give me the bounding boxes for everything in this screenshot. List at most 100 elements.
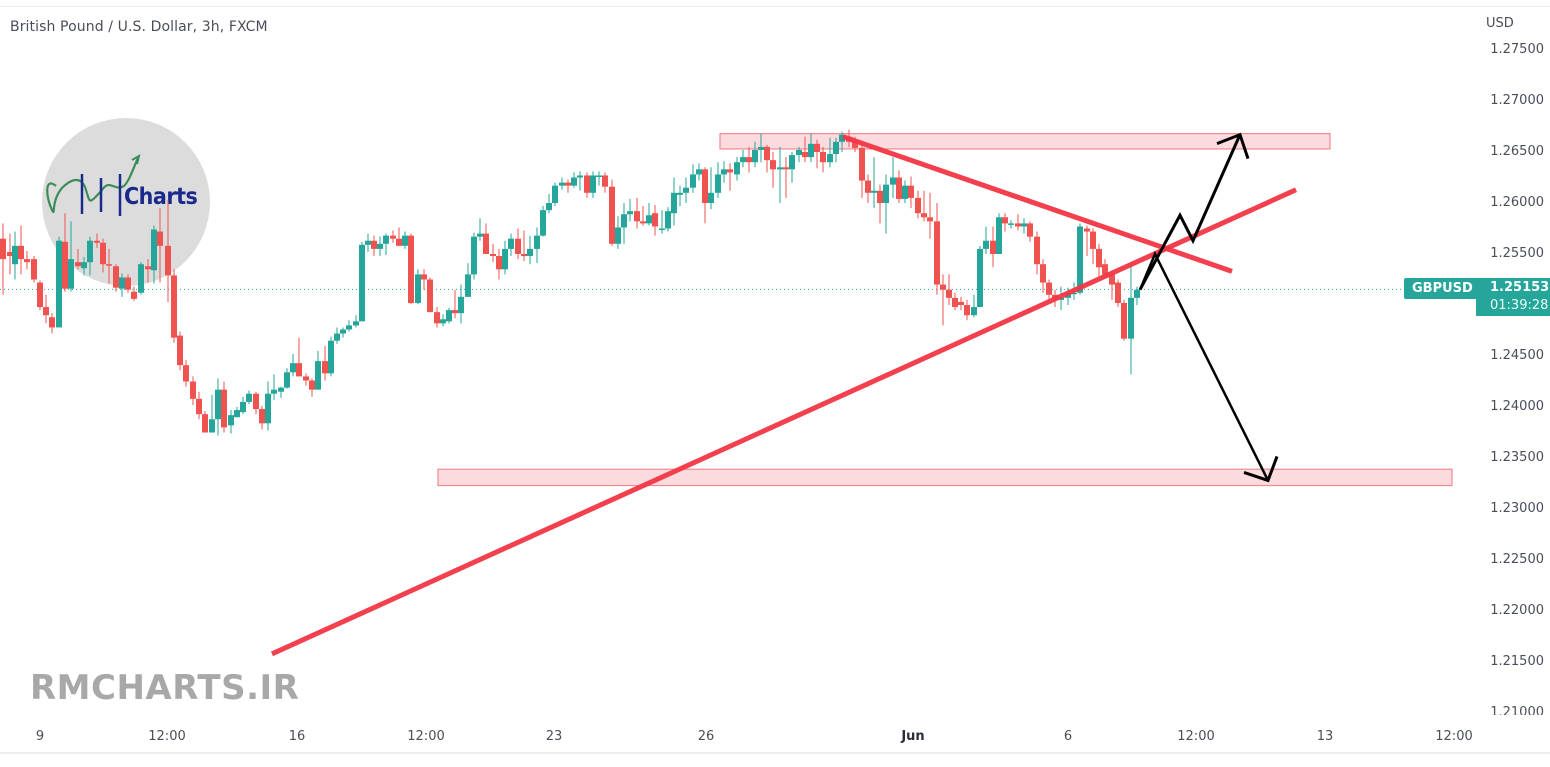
logo-mark-icon	[46, 153, 141, 216]
candle-bearish	[100, 242, 106, 265]
support-zone	[437, 468, 1453, 487]
candle-bearish	[1121, 302, 1127, 339]
candle-bullish	[278, 387, 284, 392]
candle-bearish	[727, 169, 733, 173]
candle-bullish	[477, 233, 483, 237]
symbol-price-label: GBPUSD	[1404, 278, 1476, 299]
candle-bullish	[383, 235, 389, 244]
candle-bullish	[708, 192, 714, 203]
bullish-projection-arrow	[1138, 134, 1242, 291]
candle-bearish	[602, 175, 608, 187]
candle-bullish	[440, 319, 446, 324]
price-tick: 1.24000	[1490, 399, 1544, 414]
last-price-value: 1.25153	[1490, 280, 1550, 295]
candle-bullish	[546, 203, 552, 211]
price-tick: 1.27500	[1490, 42, 1544, 57]
candle-bearish	[371, 240, 377, 249]
candle-bullish	[234, 410, 240, 418]
candle-bullish	[246, 393, 252, 402]
candle-bullish	[677, 192, 683, 195]
candlestick-plot[interactable]	[0, 8, 1475, 723]
candle-bullish	[671, 192, 677, 214]
candle-bullish	[577, 175, 583, 178]
price-tick: 1.27000	[1490, 93, 1544, 108]
candle-bearish	[259, 409, 265, 424]
candle-bearish	[1096, 248, 1102, 268]
candle-bearish	[75, 262, 81, 267]
candle-bearish	[421, 274, 427, 280]
candle-bearish	[1115, 282, 1121, 303]
candle-bullish	[1071, 292, 1077, 295]
rm-charts-logo	[42, 118, 210, 286]
candle-bullish	[340, 329, 346, 334]
price-tick: 1.21000	[1490, 705, 1544, 715]
candle-bearish	[434, 312, 440, 324]
candle-bearish	[609, 186, 615, 244]
candle-bullish	[365, 240, 371, 245]
candle-bearish	[125, 277, 131, 290]
candle-bullish	[808, 143, 814, 158]
candle-bullish	[228, 415, 234, 426]
candle-bearish	[634, 211, 640, 222]
candle-bullish	[12, 245, 18, 265]
candle-bullish	[240, 401, 246, 413]
candle-bearish	[702, 169, 708, 203]
candle-bearish	[764, 146, 770, 161]
candle-bearish	[940, 284, 946, 290]
candle-bullish	[540, 210, 546, 236]
chart-title: British Pound / U.S. Dollar, 3h, FXCM	[10, 19, 268, 35]
candle-bearish	[196, 398, 202, 415]
candle-bullish	[346, 325, 352, 330]
candle-bullish	[68, 259, 74, 289]
candle-bullish	[315, 361, 321, 390]
candle-bullish	[615, 227, 621, 244]
candle-bearish	[483, 233, 489, 254]
candle-bearish	[1102, 264, 1108, 275]
candle-bearish	[131, 291, 137, 299]
candle-bearish	[1090, 231, 1096, 249]
candle-bearish	[496, 256, 502, 270]
candle-bullish	[621, 214, 627, 228]
arrow-head-down-icon	[1243, 455, 1279, 483]
ascending-trendline	[270, 187, 1298, 657]
price-tick: 1.26500	[1490, 144, 1544, 159]
time-tick: 26	[697, 729, 715, 744]
candle-bearish	[746, 157, 752, 163]
candle-bearish	[0, 238, 6, 260]
candle-bullish	[377, 243, 383, 249]
time-tick: 13	[1316, 729, 1334, 744]
candle-bearish	[1034, 236, 1040, 265]
time-tick: 23	[545, 729, 563, 744]
candle-bullish	[690, 174, 696, 188]
time-axis[interactable]: 9 12:00 16 12:00 23 26 Jun 6 12:00 13 12:00	[0, 725, 1550, 755]
chart-pane[interactable]	[0, 8, 1475, 723]
candle-bullish	[996, 217, 1002, 254]
candle-bullish	[715, 174, 721, 193]
descending-trendline	[842, 134, 1233, 274]
candle-bullish	[789, 155, 795, 170]
candle-bullish	[151, 229, 157, 271]
candle-bearish	[296, 363, 302, 377]
candle-bearish	[1040, 264, 1046, 283]
candle-bullish	[290, 363, 296, 373]
candle-bearish	[408, 235, 414, 303]
candle-bearish	[113, 266, 119, 288]
candle-bearish	[908, 185, 914, 198]
candle-bearish	[1027, 223, 1033, 237]
candle-bearish	[145, 266, 151, 270]
candle-bearish	[915, 197, 921, 214]
candle-bullish	[471, 236, 477, 275]
bottom-toolbar-edge	[0, 752, 1550, 767]
candle-bearish	[322, 361, 328, 374]
price-axis[interactable]: 1.275001.270001.265001.260001.255001.250…	[1475, 0, 1550, 725]
candle-bearish	[964, 305, 970, 316]
arrow-head-up-icon	[1216, 132, 1250, 160]
candle-bearish	[783, 167, 789, 170]
candle-bearish	[521, 254, 527, 257]
candle-bearish	[221, 389, 227, 428]
candle-bearish	[852, 141, 858, 148]
candle-bearish	[171, 275, 177, 338]
time-tick: Jun	[901, 729, 925, 744]
candle-bullish	[734, 162, 740, 175]
candle-bearish	[49, 317, 55, 328]
